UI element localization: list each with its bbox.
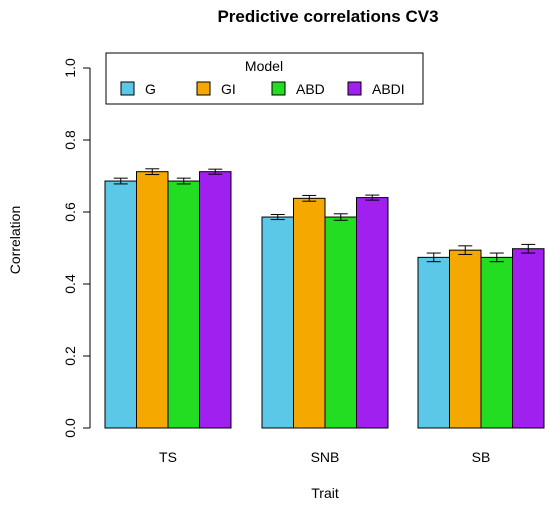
- legend-swatch: [120, 81, 135, 96]
- error-bar-abd-snb: [333, 213, 348, 221]
- bar-abdi-sb: [512, 248, 545, 429]
- bars: [104, 171, 545, 429]
- y-tick-label: 0.0: [62, 418, 78, 438]
- category-label-sb: SB: [472, 449, 491, 465]
- category-label-snb: SNB: [311, 449, 340, 465]
- legend-title: Model: [245, 58, 283, 74]
- error-bar-gi-sb: [458, 245, 473, 255]
- bar-g-ts: [104, 180, 137, 429]
- error-bar-g-sb: [426, 252, 441, 263]
- error-bar-g-snb: [270, 214, 285, 221]
- bar-abdi-ts: [199, 171, 232, 429]
- y-tick-label: 0.6: [62, 202, 78, 222]
- bar-abdi-snb: [356, 197, 389, 429]
- bar-abd-sb: [480, 256, 513, 429]
- legend-item-gi: GI: [196, 81, 236, 97]
- legend: Model G GI ABD ABDI: [105, 52, 424, 105]
- bar-gi-ts: [136, 171, 169, 429]
- y-tick-label: 1.0: [62, 58, 78, 78]
- y-tick-label: 0.8: [62, 130, 78, 150]
- legend-swatch: [271, 81, 286, 96]
- bar-gi-sb: [449, 249, 482, 429]
- error-bar-g-ts: [113, 177, 128, 185]
- legend-item-g: G: [120, 81, 156, 97]
- legend-item-abd: ABD: [271, 81, 325, 97]
- legend-label: ABD: [296, 81, 325, 97]
- error-bar-abdi-snb: [365, 194, 380, 201]
- bar-g-snb: [261, 216, 294, 429]
- legend-label: GI: [221, 81, 236, 97]
- bar-g-sb: [417, 256, 450, 429]
- error-bar-gi-ts: [145, 168, 160, 176]
- error-bar-abd-sb: [489, 252, 504, 263]
- error-bars: [113, 168, 536, 263]
- legend-label: ABDI: [372, 81, 405, 97]
- legend-swatch: [347, 81, 362, 96]
- bar-abd-snb: [324, 216, 357, 429]
- y-tick-label: 0.2: [62, 346, 78, 366]
- legend-swatch: [196, 81, 211, 96]
- legend-box: [105, 52, 424, 105]
- bar-gi-snb: [293, 197, 326, 429]
- category-labels: TS SNB SB: [159, 449, 490, 465]
- x-axis-label: Trait: [311, 485, 339, 501]
- chart-title: Predictive correlations CV3: [217, 7, 438, 26]
- error-bar-abdi-ts: [208, 168, 223, 175]
- bar-abd-ts: [167, 180, 200, 429]
- error-bar-abdi-sb: [521, 243, 536, 254]
- category-label-ts: TS: [159, 449, 177, 465]
- legend-label: G: [145, 81, 156, 97]
- error-bar-gi-snb: [302, 194, 317, 202]
- y-tick-label: 0.4: [62, 274, 78, 294]
- y-axis-label: Correlation: [7, 206, 23, 274]
- error-bar-abd-ts: [176, 177, 191, 185]
- y-axis: 0.0 0.2 0.4 0.6 0.8 1.0: [62, 58, 91, 438]
- legend-item-abdi: ABDI: [347, 81, 405, 97]
